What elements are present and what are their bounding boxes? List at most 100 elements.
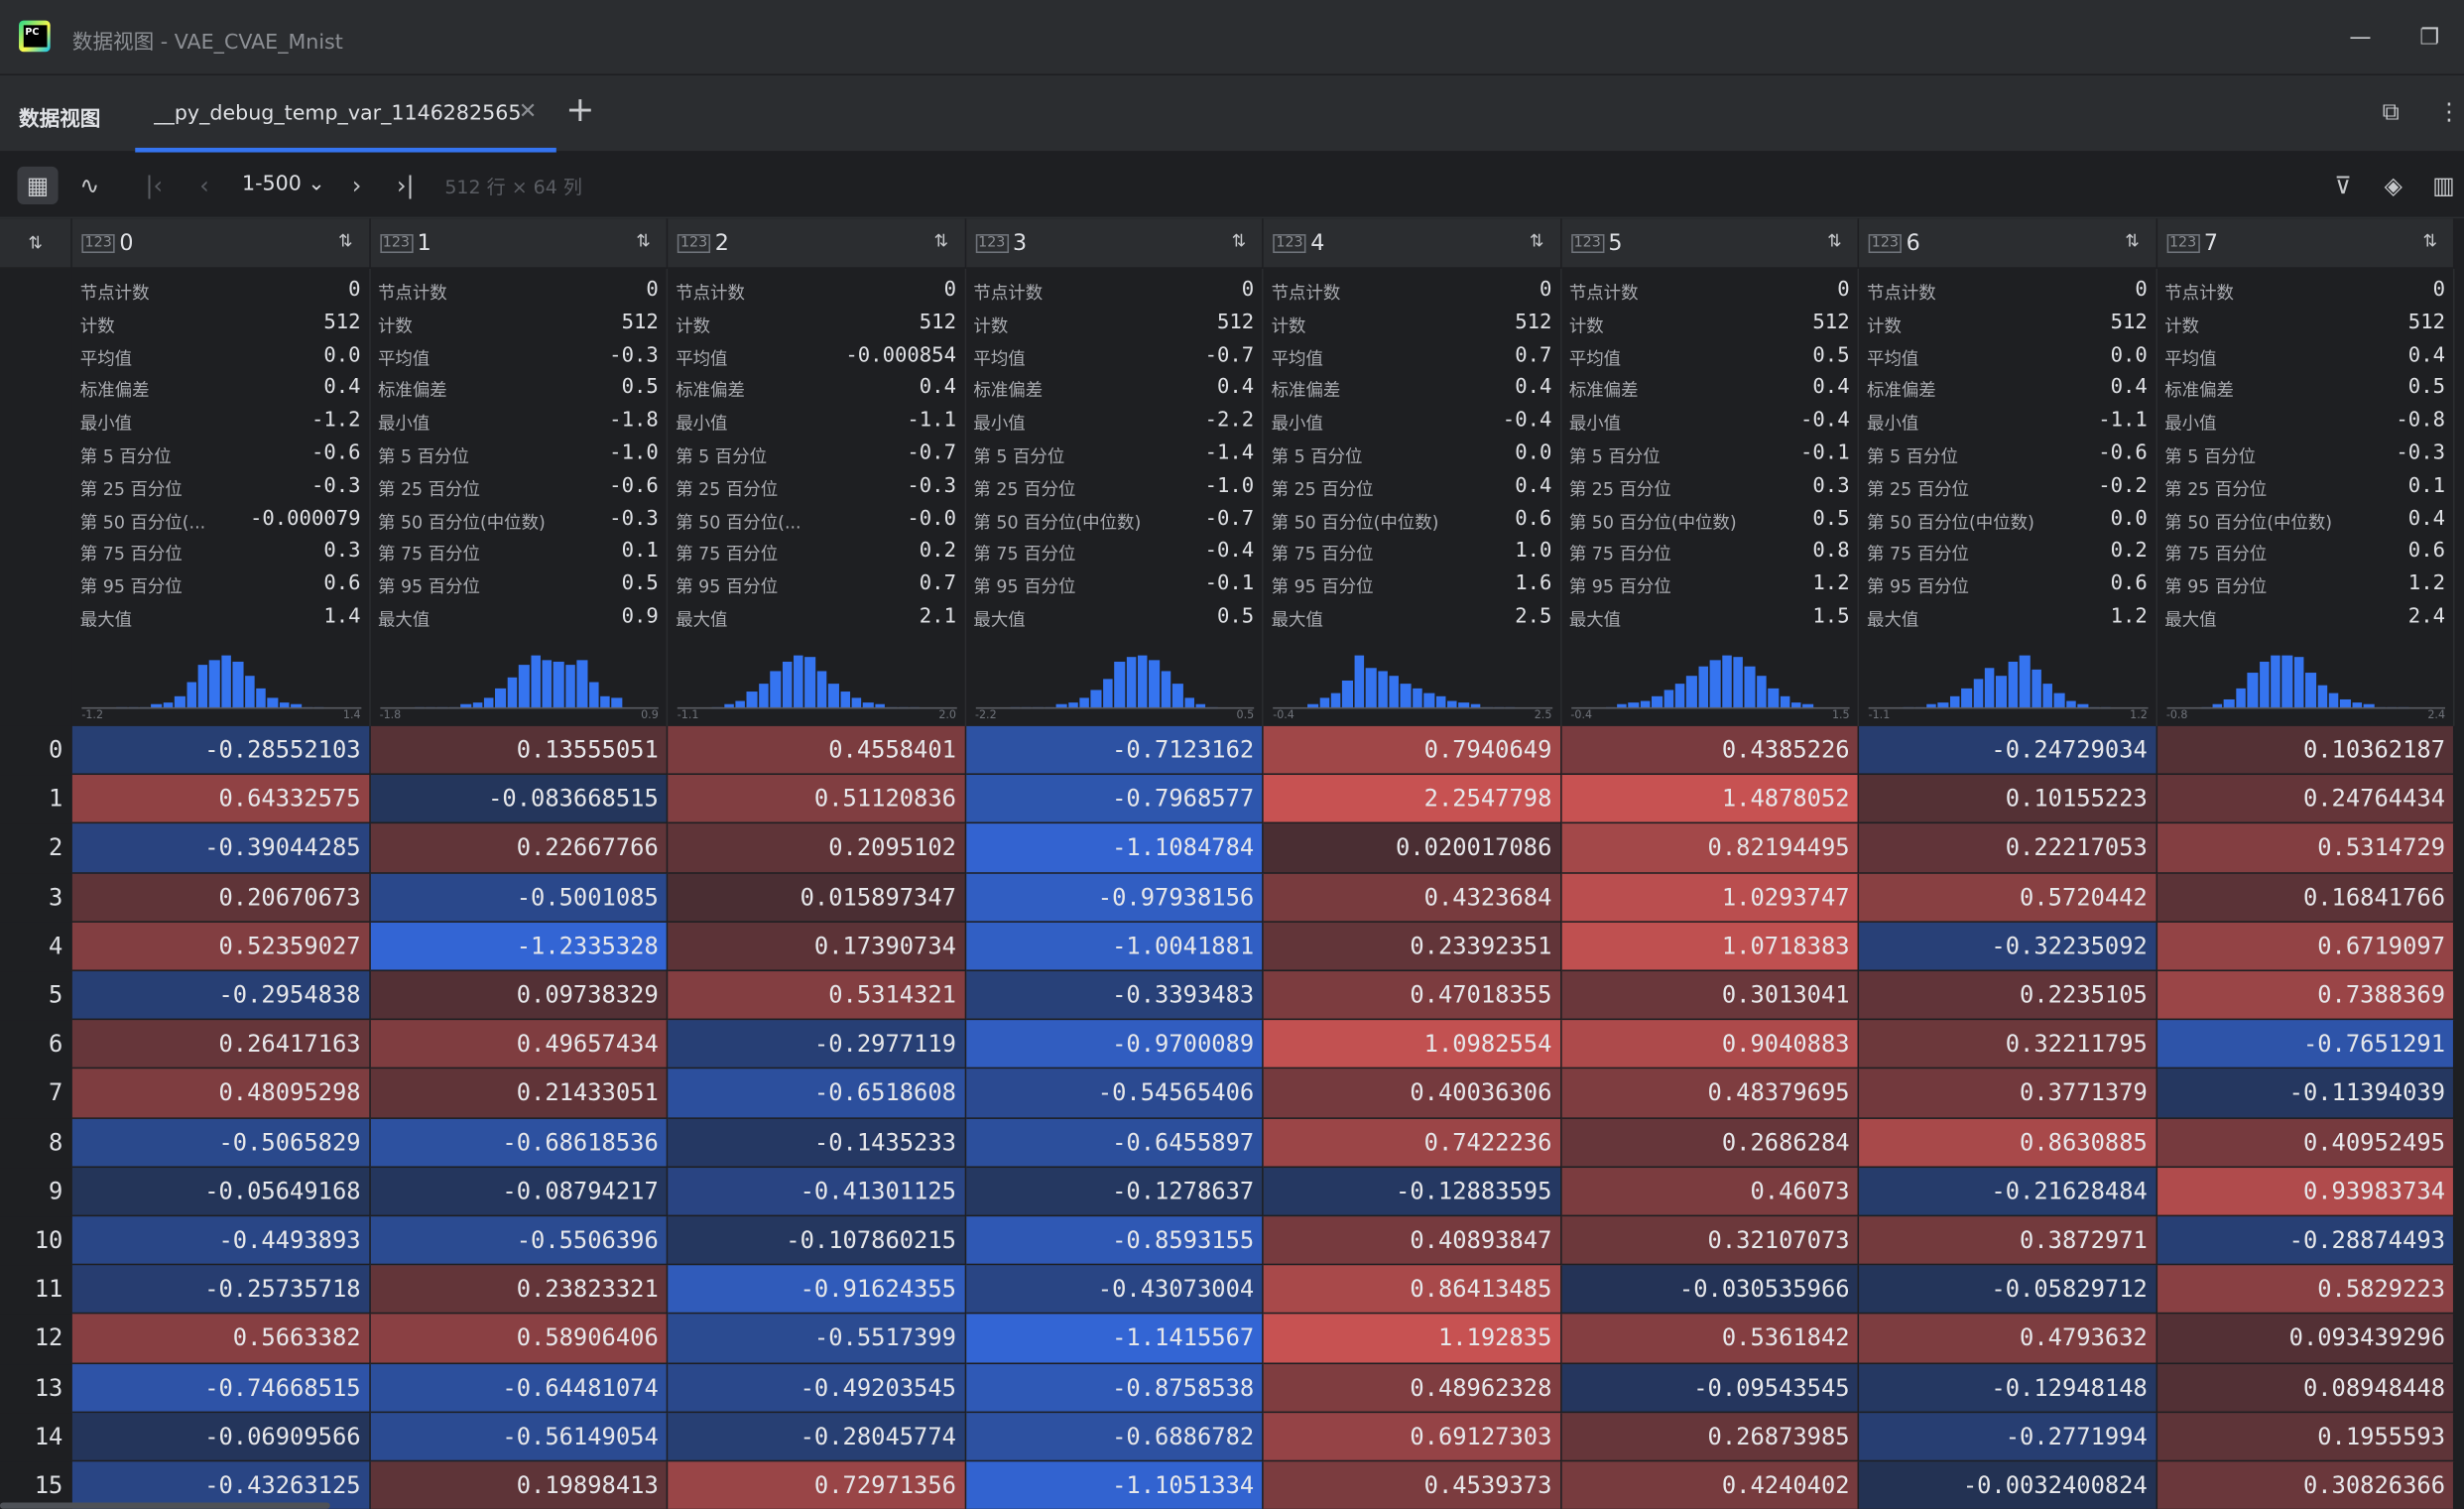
sort-icon[interactable]: ⇅ xyxy=(1529,230,1544,252)
table-cell[interactable]: 0.16841766 xyxy=(2156,873,2455,923)
table-cell[interactable]: 0.5829223 xyxy=(2156,1265,2455,1315)
table-cell[interactable]: 0.26417163 xyxy=(71,1020,371,1069)
table-cell[interactable]: 0.17390734 xyxy=(668,922,966,972)
table-cell[interactable]: 0.22667766 xyxy=(370,823,669,874)
table-cell[interactable]: -0.1435233 xyxy=(668,1118,966,1168)
table-cell[interactable]: 1.0293747 xyxy=(1560,873,1860,923)
table-cell[interactable]: -0.56149054 xyxy=(370,1412,669,1462)
table-cell[interactable]: -0.083668515 xyxy=(370,775,669,824)
table-cell[interactable]: 0.10155223 xyxy=(1859,775,2157,824)
tab-debug-var[interactable]: __py_debug_temp_var_1146282565 ✕ xyxy=(135,75,556,153)
table-cell[interactable]: -0.68618536 xyxy=(370,1118,669,1168)
table-cell[interactable]: -0.12883595 xyxy=(1263,1167,1561,1217)
table-cell[interactable]: 0.5361842 xyxy=(1560,1315,1860,1364)
table-cell[interactable]: 0.4385226 xyxy=(1560,725,1860,776)
table-cell[interactable]: 0.69127303 xyxy=(1263,1412,1561,1462)
table-cell[interactable]: 0.51120836 xyxy=(668,775,966,824)
table-cell[interactable]: 0.7422236 xyxy=(1263,1118,1561,1168)
table-cell[interactable]: -1.1415567 xyxy=(965,1315,1264,1364)
sort-icon[interactable]: ⇅ xyxy=(636,230,651,252)
sort-icon[interactable]: ⇅ xyxy=(1231,230,1247,252)
table-cell[interactable]: 0.19898413 xyxy=(370,1461,669,1509)
more-options-icon[interactable]: ⋮ xyxy=(2437,97,2461,126)
table-cell[interactable]: 0.4793632 xyxy=(1859,1315,2157,1364)
table-cell[interactable]: 0.10362187 xyxy=(2156,725,2455,776)
table-cell[interactable]: -0.6455897 xyxy=(965,1118,1264,1168)
table-cell[interactable]: 0.09738329 xyxy=(370,971,669,1021)
table-cell[interactable]: 0.46073 xyxy=(1560,1167,1860,1217)
table-cell[interactable]: -0.91624355 xyxy=(668,1265,966,1315)
table-cell[interactable]: -0.43073004 xyxy=(965,1265,1264,1315)
table-cell[interactable]: 0.32211795 xyxy=(1859,1020,2157,1069)
table-cell[interactable]: 0.82194495 xyxy=(1560,823,1860,874)
sort-icon[interactable]: ⇅ xyxy=(933,230,949,252)
table-cell[interactable]: -0.28045774 xyxy=(668,1412,966,1462)
table-cell[interactable]: -0.11394039 xyxy=(2156,1069,2455,1119)
table-cell[interactable]: -0.7968577 xyxy=(965,775,1264,824)
sort-rows-icon[interactable]: ⇅ xyxy=(0,218,72,269)
table-cell[interactable]: 0.2686284 xyxy=(1560,1118,1860,1168)
table-cell[interactable]: 0.32107073 xyxy=(1560,1216,1860,1266)
close-icon[interactable]: ✕ xyxy=(518,98,538,125)
table-cell[interactable]: 0.7388369 xyxy=(2156,971,2455,1021)
table-cell[interactable]: 0.13555051 xyxy=(370,725,669,776)
table-cell[interactable]: 0.4240402 xyxy=(1560,1461,1860,1509)
table-cell[interactable]: 0.7940649 xyxy=(1263,725,1561,776)
chart-view-icon[interactable]: ∿ xyxy=(79,171,100,200)
table-cell[interactable]: -0.3393483 xyxy=(965,971,1264,1021)
table-cell[interactable]: 0.3872971 xyxy=(1859,1216,2157,1266)
table-cell[interactable]: -0.43263125 xyxy=(71,1461,371,1509)
minimize-icon[interactable]: — xyxy=(2349,25,2372,51)
table-cell[interactable]: 0.40952495 xyxy=(2156,1118,2455,1168)
table-cell[interactable]: 0.3013041 xyxy=(1560,971,1860,1021)
table-cell[interactable]: 0.8630885 xyxy=(1859,1118,2157,1168)
table-cell[interactable]: 0.49657434 xyxy=(370,1020,669,1069)
table-cell[interactable]: 0.26873985 xyxy=(1560,1412,1860,1462)
next-page-icon[interactable]: › xyxy=(351,171,362,200)
table-cell[interactable]: -1.0041881 xyxy=(965,922,1264,972)
table-cell[interactable]: -0.74668515 xyxy=(71,1363,371,1413)
table-cell[interactable]: -0.41301125 xyxy=(668,1167,966,1217)
table-cell[interactable]: -0.28874493 xyxy=(2156,1216,2455,1266)
table-cell[interactable]: 0.093439296 xyxy=(2156,1315,2455,1364)
column-settings-icon[interactable]: ▥ xyxy=(2432,171,2455,200)
table-cell[interactable]: 0.5314321 xyxy=(668,971,966,1021)
table-cell[interactable]: -0.54565406 xyxy=(965,1069,1264,1119)
table-cell[interactable]: -0.39044285 xyxy=(71,823,371,874)
column-header-3[interactable]: 123 3 ⇅ xyxy=(965,218,1264,269)
table-view-icon[interactable]: ▦ xyxy=(17,166,59,204)
table-cell[interactable]: 0.72971356 xyxy=(668,1461,966,1509)
table-cell[interactable]: 0.015897347 xyxy=(668,873,966,923)
table-cell[interactable]: 0.3771379 xyxy=(1859,1069,2157,1119)
table-cell[interactable]: 1.192835 xyxy=(1263,1315,1561,1364)
column-header-6[interactable]: 123 6 ⇅ xyxy=(1859,218,2157,269)
restore-icon[interactable]: ❐ xyxy=(2419,25,2440,51)
page-range-select[interactable]: 1-500 ⌄ xyxy=(242,173,325,196)
table-cell[interactable]: 0.08948448 xyxy=(2156,1363,2455,1413)
table-cell[interactable]: 0.58906406 xyxy=(370,1315,669,1364)
table-cell[interactable]: -0.28552103 xyxy=(71,725,371,776)
table-cell[interactable]: -0.21628484 xyxy=(1859,1167,2157,1217)
table-cell[interactable]: 0.5720442 xyxy=(1859,873,2157,923)
column-header-5[interactable]: 123 5 ⇅ xyxy=(1560,218,1860,269)
table-cell[interactable]: -0.97938156 xyxy=(965,873,1264,923)
table-cell[interactable]: -1.1084784 xyxy=(965,823,1264,874)
table-cell[interactable]: -0.64481074 xyxy=(370,1363,669,1413)
table-cell[interactable]: 1.0718383 xyxy=(1560,922,1860,972)
table-cell[interactable]: 0.6719097 xyxy=(2156,922,2455,972)
table-cell[interactable]: 0.24764434 xyxy=(2156,775,2455,824)
table-cell[interactable]: -0.49203545 xyxy=(668,1363,966,1413)
table-cell[interactable]: 0.4539373 xyxy=(1263,1461,1561,1509)
table-cell[interactable]: 0.1955593 xyxy=(2156,1412,2455,1462)
table-cell[interactable]: -0.0032400824 xyxy=(1859,1461,2157,1509)
table-cell[interactable]: 0.23823321 xyxy=(370,1265,669,1315)
table-cell[interactable]: -0.5506396 xyxy=(370,1216,669,1266)
table-cell[interactable]: -0.5001085 xyxy=(370,873,669,923)
table-cell[interactable]: -0.1278637 xyxy=(965,1167,1264,1217)
table-cell[interactable]: -0.4493893 xyxy=(71,1216,371,1266)
sort-icon[interactable]: ⇅ xyxy=(338,230,353,252)
color-fill-icon[interactable]: ◈ xyxy=(2384,171,2402,200)
table-cell[interactable]: -0.06909566 xyxy=(71,1412,371,1462)
table-cell[interactable]: 0.2095102 xyxy=(668,823,966,874)
table-cell[interactable]: -0.8593155 xyxy=(965,1216,1264,1266)
